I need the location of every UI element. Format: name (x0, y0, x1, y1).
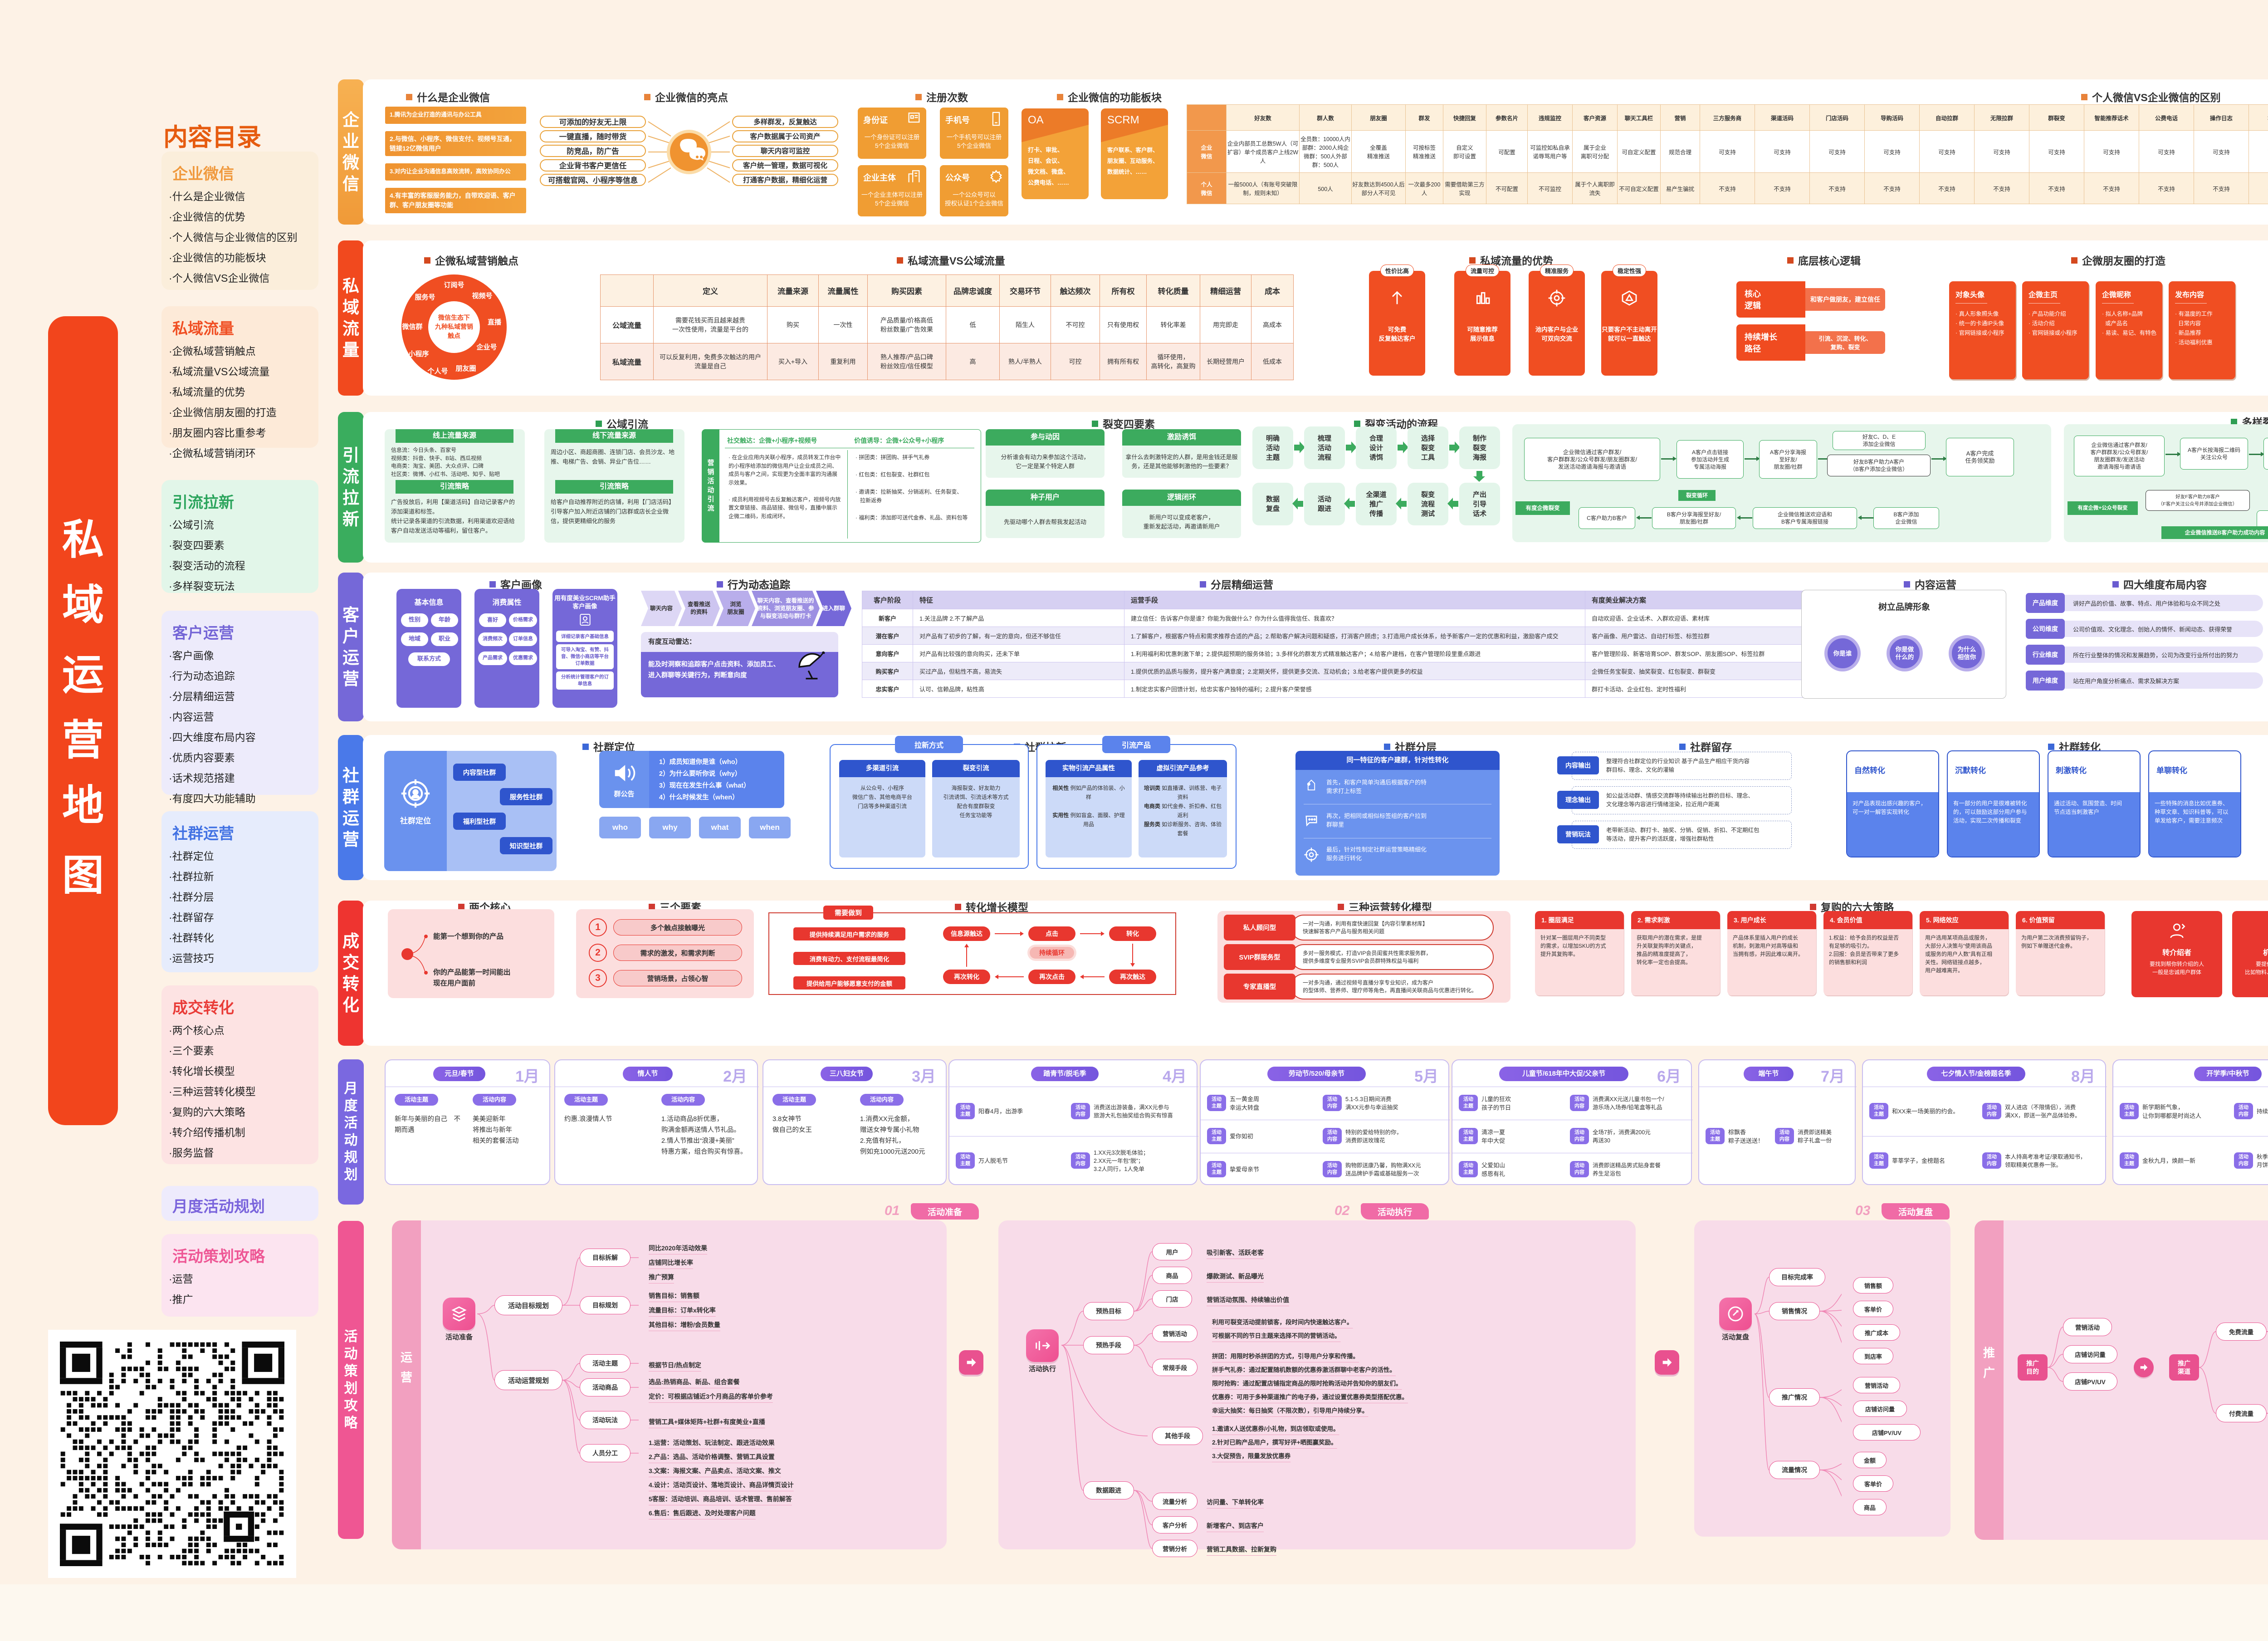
svg-text:朋友圈: 朋友圈 (455, 364, 476, 372)
svg-text:直播: 直播 (488, 318, 502, 326)
svg-text:微信生态下: 微信生态下 (438, 314, 470, 321)
svg-text:企业号: 企业号 (476, 343, 497, 351)
svg-text:九种私域营销: 九种私域营销 (435, 323, 473, 330)
svg-text:视频号: 视频号 (472, 292, 492, 300)
svg-text:小程序: 小程序 (408, 350, 429, 358)
svg-text:触点: 触点 (447, 332, 460, 339)
svg-text:个人号: 个人号 (427, 367, 448, 375)
svg-text:服务号: 服务号 (415, 293, 435, 301)
svg-text:微信群: 微信群 (401, 323, 422, 331)
svg-text:订阅号: 订阅号 (444, 281, 464, 289)
